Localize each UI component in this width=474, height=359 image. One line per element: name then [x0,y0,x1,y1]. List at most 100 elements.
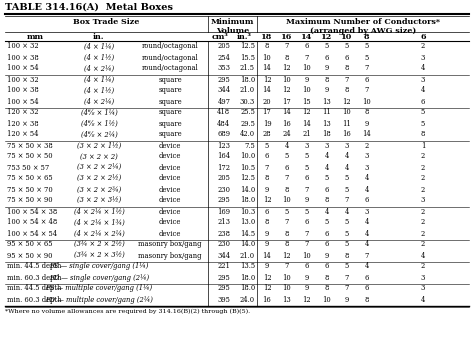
Text: 12: 12 [283,87,291,94]
Text: 14.0: 14.0 [240,186,255,194]
Text: (4 × 2¼ × 1½): (4 × 2¼ × 1½) [73,208,124,215]
Text: 8: 8 [365,108,369,117]
Text: 5: 5 [285,208,289,215]
Text: 7: 7 [345,284,349,293]
Text: 28: 28 [263,131,271,139]
Text: square: square [158,120,182,127]
Text: Minimum
Volume: Minimum Volume [210,18,254,35]
Text: 8: 8 [285,53,289,61]
Text: 15.5: 15.5 [240,53,255,61]
Text: masonry box/gang: masonry box/gang [138,252,202,260]
Text: 8: 8 [265,174,269,182]
Text: 9: 9 [305,284,309,293]
Text: 395: 395 [218,295,230,303]
Text: 12: 12 [263,75,271,84]
Text: square: square [158,98,182,106]
Text: (4 × 2¼): (4 × 2¼) [84,65,114,73]
Text: (3¾ × 2 × 2½): (3¾ × 2 × 2½) [73,241,124,248]
Text: 6: 6 [305,174,309,182]
Text: 7: 7 [305,241,309,248]
Text: 6: 6 [365,284,369,293]
Text: 17: 17 [283,98,291,106]
Text: 205: 205 [218,42,230,51]
Text: 95 × 50 × 65: 95 × 50 × 65 [7,241,53,248]
Text: 3: 3 [345,141,349,149]
Text: 7: 7 [305,229,309,238]
Text: 7: 7 [305,53,309,61]
Text: square: square [158,108,182,117]
Text: 12: 12 [321,33,332,41]
Text: 123: 123 [218,141,230,149]
Text: 5: 5 [345,229,349,238]
Text: 75 × 50 × 50: 75 × 50 × 50 [7,153,53,160]
Text: 120 × 32: 120 × 32 [7,108,38,117]
Text: 12: 12 [263,274,271,281]
Text: 100 × 32: 100 × 32 [7,42,38,51]
Text: 8: 8 [325,274,329,281]
Text: 14: 14 [302,120,311,127]
Text: in.: in. [93,33,105,41]
Text: 169: 169 [218,208,230,215]
Text: 4: 4 [420,87,425,94]
Text: *Where no volume allowances are required by 314.16(B)(2) through (B)(5).: *Where no volume allowances are required… [5,309,250,314]
Text: 5: 5 [345,219,349,227]
Text: 21: 21 [302,131,311,139]
Text: 3: 3 [365,153,369,160]
Text: square: square [158,75,182,84]
Text: 18.0: 18.0 [240,75,255,84]
Text: 12: 12 [263,196,271,205]
Text: 10: 10 [283,274,291,281]
Text: (4 × 1½): (4 × 1½) [84,53,114,61]
Text: 14: 14 [263,252,271,260]
Text: 7: 7 [345,196,349,205]
Text: 8: 8 [365,295,369,303]
Text: 8: 8 [325,75,329,84]
Text: 16: 16 [263,295,271,303]
Text: 21.0: 21.0 [240,252,255,260]
Text: (3 × 2 × 3½): (3 × 2 × 3½) [77,196,121,205]
Text: Maximum Number of Conductors*
(arranged by AWG size): Maximum Number of Conductors* (arranged … [286,18,440,35]
Text: 100 × 54 × 38: 100 × 54 × 38 [7,208,57,215]
Text: 7: 7 [345,75,349,84]
Text: 19: 19 [263,120,271,127]
Text: 4: 4 [325,208,329,215]
Text: 14: 14 [283,108,291,117]
Text: 4: 4 [365,219,369,227]
Text: 10: 10 [342,108,351,117]
Text: 7: 7 [345,274,349,281]
Text: 5: 5 [345,186,349,194]
Text: 5: 5 [421,108,425,117]
Text: 2: 2 [421,174,425,182]
Text: 9: 9 [265,241,269,248]
Text: 8: 8 [345,65,349,73]
Text: 7: 7 [285,42,289,51]
Text: 10.0: 10.0 [240,153,255,160]
Text: 9: 9 [265,186,269,194]
Text: 14: 14 [263,65,271,73]
Text: 4: 4 [325,163,329,172]
Text: device: device [159,174,182,182]
Text: 5: 5 [421,120,425,127]
Text: 5: 5 [325,174,329,182]
Text: 8: 8 [285,186,289,194]
Text: 2: 2 [421,163,425,172]
Text: 17: 17 [263,108,271,117]
Text: 6: 6 [325,241,329,248]
Text: 5: 5 [345,262,349,270]
Text: (4 × 2¼ × 1¾): (4 × 2¼ × 1¾) [73,219,124,227]
Text: 9: 9 [325,252,329,260]
Text: 21.0: 21.0 [240,87,255,94]
Text: 9: 9 [325,87,329,94]
Text: 4: 4 [365,262,369,270]
Text: 10: 10 [341,33,352,41]
Text: 10: 10 [302,65,311,73]
Text: 120 × 54: 120 × 54 [7,131,38,139]
Text: 753 50 × 57: 753 50 × 57 [7,163,49,172]
Text: 295: 295 [218,75,230,84]
Text: 7: 7 [285,219,289,227]
Text: (4 × 1½): (4 × 1½) [84,87,114,94]
Text: 6: 6 [265,208,269,215]
Text: Box Trade Size: Box Trade Size [73,18,139,26]
Text: 30.3: 30.3 [240,98,255,106]
Text: 3: 3 [365,208,369,215]
